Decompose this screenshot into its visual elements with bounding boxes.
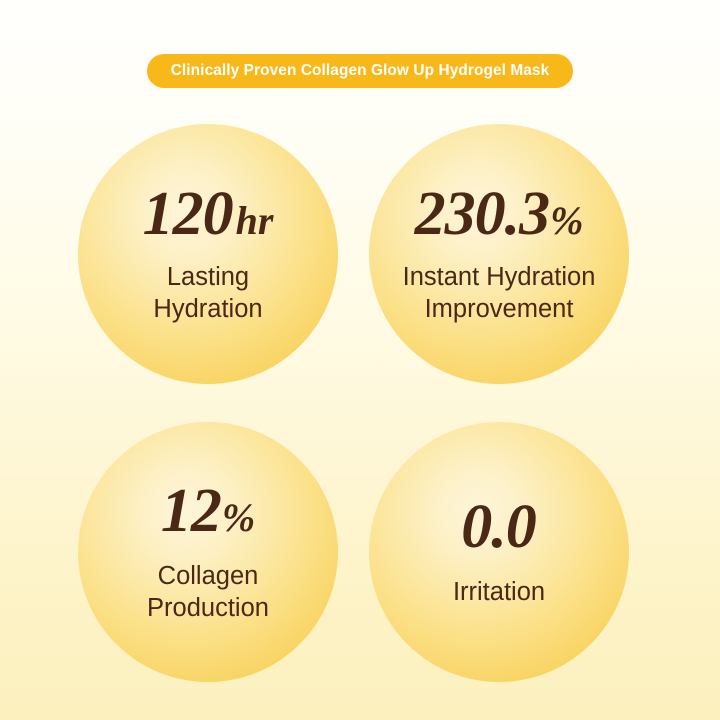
stat-label-2-line2: Improvement bbox=[424, 295, 574, 323]
stat-circle-instant-hydration-improvement: 230.3% Instant Hydration Improvement bbox=[369, 124, 629, 384]
stat-unit-3: % bbox=[221, 494, 256, 540]
stat-value-4: 0.0 bbox=[461, 496, 537, 558]
stat-label-3-line1: Collagen bbox=[157, 561, 259, 590]
stat-number-4: 0.0 bbox=[461, 492, 536, 561]
stat-value-3: 12% bbox=[161, 480, 255, 542]
stat-circle-lasting-hydration: 120hr Lasting Hydration bbox=[78, 124, 338, 384]
stat-circle-irritation: 0.0 Irritation bbox=[369, 422, 629, 682]
stat-value-2: 230.3% bbox=[415, 183, 584, 245]
stat-unit-2: % bbox=[550, 197, 584, 243]
stat-number-3: 12 bbox=[160, 476, 222, 545]
stat-number-1: 120 bbox=[142, 179, 234, 248]
stat-unit-1: hr bbox=[235, 197, 274, 243]
product-claim-badge: Clinically Proven Collagen Glow Up Hydro… bbox=[146, 54, 574, 89]
stat-value-1: 120hr bbox=[143, 183, 274, 245]
stat-label-4-line1: Irritation bbox=[452, 577, 546, 606]
stat-label-2: Instant Hydration Improvement bbox=[403, 261, 596, 325]
stat-label-3-line2: Production bbox=[147, 594, 269, 622]
stat-number-2: 230.3 bbox=[414, 179, 550, 248]
stat-label-2-line1: Instant Hydration bbox=[402, 262, 596, 291]
stat-circle-collagen-production: 12% Collagen Production bbox=[78, 422, 338, 682]
badge-container: Clinically Proven Collagen Glow Up Hydro… bbox=[0, 54, 720, 89]
stat-label-1: Lasting Hydration bbox=[153, 261, 262, 325]
stat-label-1-line2: Hydration bbox=[153, 295, 263, 323]
stat-label-1-line1: Lasting bbox=[166, 262, 250, 291]
stat-label-4: Irritation bbox=[453, 576, 545, 608]
stat-label-3: Collagen Production bbox=[147, 560, 269, 624]
